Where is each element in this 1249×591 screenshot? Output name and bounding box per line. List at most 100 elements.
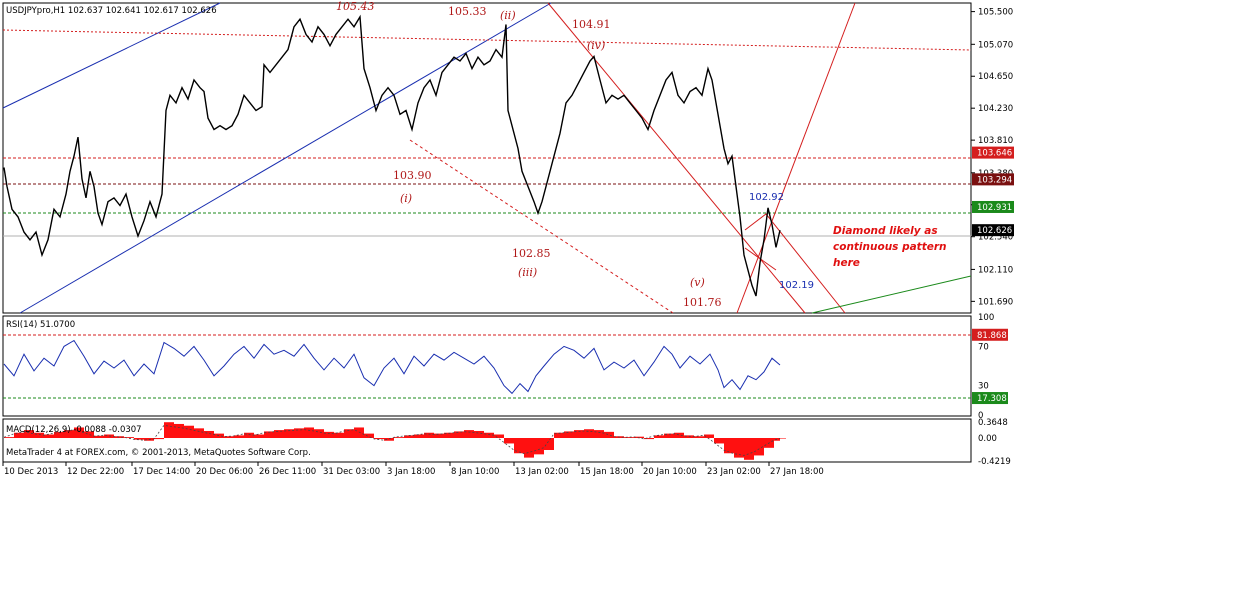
blue-channel-upper[interactable] [2,2,221,109]
red-up-trendline[interactable] [736,2,856,314]
macd-bar [284,429,294,438]
macd-bar [644,438,654,440]
time-tick-label: 3 Jan 18:00 [387,467,435,477]
label-10533: 105.33 [448,5,487,18]
price-tick-label: 103.810 [978,136,1013,146]
macd-tick-label: -0.4219 [978,457,1011,467]
macd-bar [274,430,284,438]
label-10176: 101.76 [683,296,722,309]
rsi-tag-label: 17.308 [977,394,1007,404]
price-tag [972,224,1014,237]
macd-bar [4,437,14,438]
macd-bar [724,438,734,454]
macd-bar [324,431,334,438]
macd-bar [184,425,194,438]
macd-bar [334,432,344,438]
macd-bar [634,436,644,438]
macd-bar [394,437,404,438]
label-10390: 103.90 [393,169,432,182]
time-tick-label: 13 Jan 02:00 [515,467,569,477]
price-series [3,14,781,297]
macd-bar [164,422,174,438]
macd-bar [294,428,304,438]
rsi-tag-label: 81.868 [977,331,1007,341]
rsi-tick-label: 0 [978,411,983,421]
time-tick-label: 17 Dec 14:00 [133,467,190,477]
macd-bar [484,432,494,438]
red-dotted-resistance[interactable] [2,29,972,51]
macd-bar [594,430,604,438]
macd-bar [104,434,114,438]
macd-bar [694,436,704,438]
macd-bar [174,423,184,438]
time-tick-label: 8 Jan 10:00 [451,467,499,477]
macd-bar [244,432,254,438]
macd-bar [754,438,764,456]
macd-bar [384,438,394,441]
time-tick-label: 20 Dec 06:00 [196,467,253,477]
time-tick-label: 23 Jan 02:00 [707,467,761,477]
price-tick-label: 105.070 [978,40,1013,50]
price-tick-label: 102.540 [978,233,1013,243]
macd-bar [34,432,44,438]
price-tag-label: 103.294 [977,175,1012,185]
time-tick-label: 31 Dec 03:00 [323,467,380,477]
time-tick-label: 12 Dec 22:00 [67,467,124,477]
macd-bar [474,430,484,438]
macd-tick-label: 0.00 [978,434,997,444]
rsi-tag [972,328,1008,341]
macd-bar [444,432,454,438]
macd-bar [264,431,274,438]
macd-bar [774,438,780,441]
price-tag [972,173,1014,186]
macd-bar [684,435,694,438]
red-dotted-support[interactable] [409,139,674,314]
macd-bar [734,438,744,458]
price-tags: 102.931 103.294 103.646 102.626 81.868 17.308 [972,146,1014,405]
price-tag-label: 102.626 [977,226,1012,236]
macd-label: MACD(12,26,9) -0.0088 -0.0307 [6,425,142,435]
note-line-1: Diamond likely as [833,225,938,237]
macd-bar [504,438,514,444]
macd-bar [364,433,374,438]
diamond-upper-edge[interactable] [744,213,846,314]
time-tick-label: 27 Jan 18:00 [770,467,824,477]
macd-tick-label: 0.3648 [978,418,1008,428]
macd-bar [344,429,354,438]
macd-bar [154,438,164,440]
label-wave-ii: (ii) [500,9,516,22]
macd-bar [194,428,204,438]
macd-bar [524,438,534,458]
macd-bar [514,438,524,454]
rsi-tick-label: 100 [978,313,994,323]
macd-bar [124,437,134,438]
symbol-header: USDJPYpro,H1 102.637 102.641 102.617 102… [6,6,217,16]
macd-bar [704,434,714,438]
rsi-series [3,339,781,395]
macd-bar [744,438,754,460]
macd-bar [134,438,144,440]
blue-channel-lower[interactable] [19,2,552,314]
green-trendline[interactable] [811,275,972,314]
macd-bar [584,429,594,438]
price-tick-label: 101.690 [978,297,1013,307]
macd-bar [714,438,724,444]
price-tag-label: 102.931 [977,203,1012,213]
macd-bar [204,430,214,438]
note-line-2: continuous pattern [833,241,947,253]
red-down-trendline[interactable] [547,2,806,314]
macd-bar [674,432,684,438]
macd-bar [494,434,504,438]
macd-bar [604,431,614,438]
macd-bar [544,438,554,450]
macd-signal-line [3,424,781,456]
macd-bar [374,438,384,440]
macd-bar [434,433,444,438]
macd-bar [84,431,94,438]
price-tag-label: 103.646 [977,149,1012,159]
macd-bar [454,431,464,438]
macd-bar [354,427,364,438]
macd-bar [14,432,24,438]
macd-bar [234,435,244,438]
